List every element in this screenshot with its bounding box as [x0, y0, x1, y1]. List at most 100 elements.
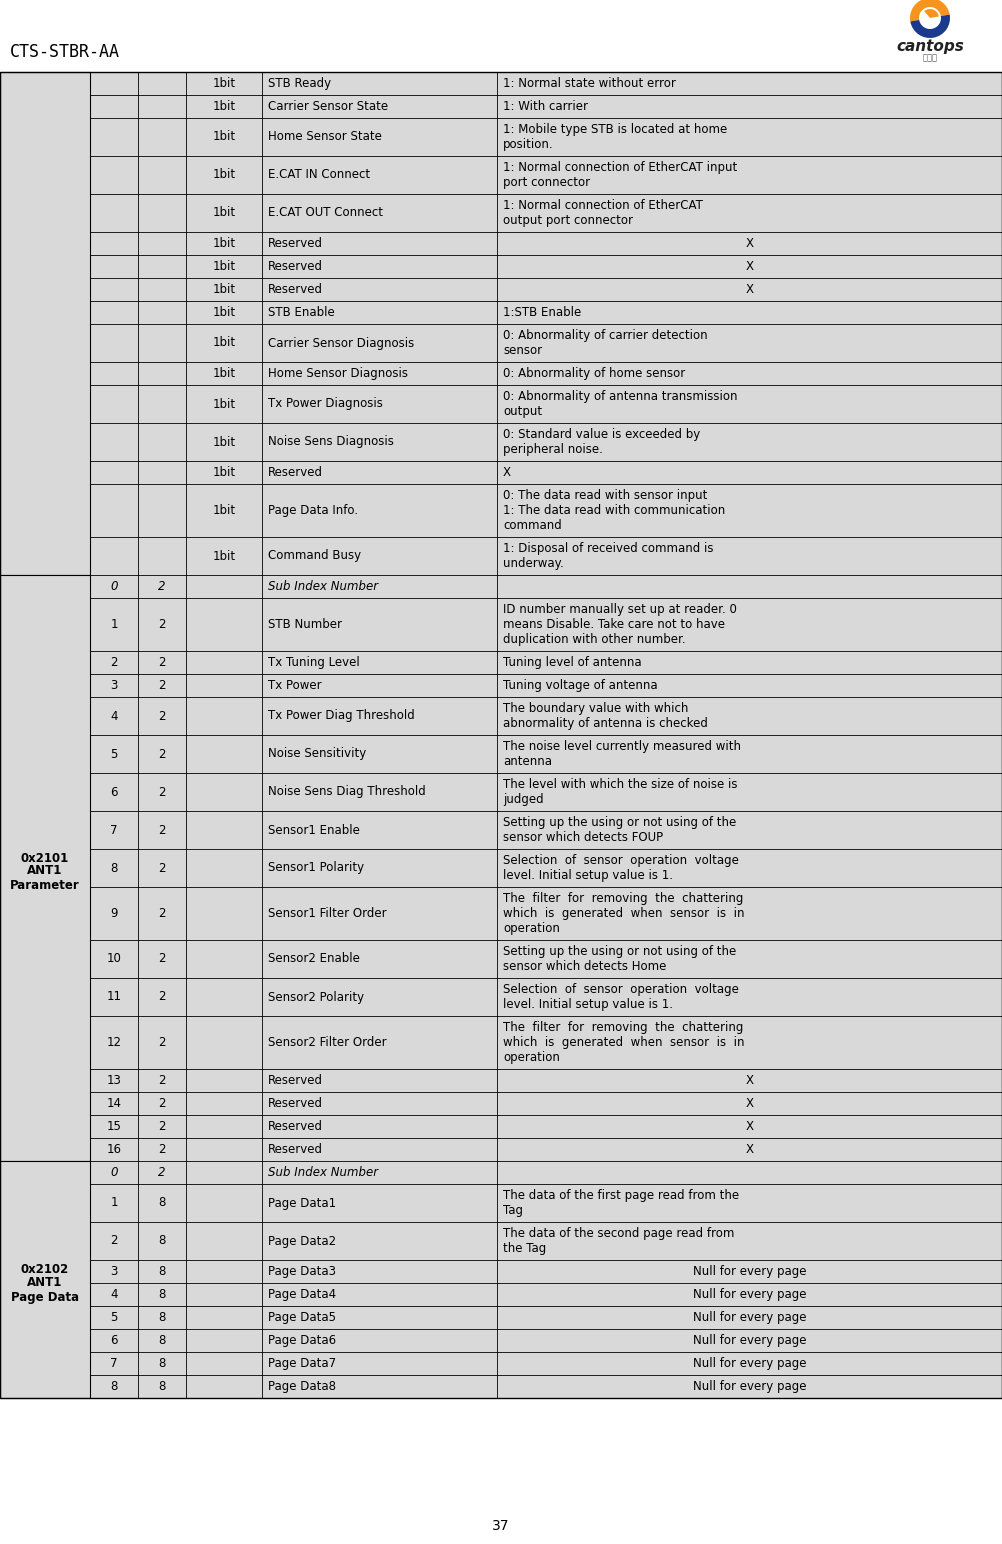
Text: 8: 8 — [158, 1380, 165, 1393]
Text: 8: 8 — [110, 862, 117, 874]
Text: Reserved: Reserved — [268, 1119, 323, 1133]
Text: 2: 2 — [158, 906, 165, 920]
Text: 9: 9 — [110, 906, 118, 920]
Text: ANT1
Parameter: ANT1 Parameter — [10, 865, 80, 892]
Text: Page Data7: Page Data7 — [268, 1357, 336, 1370]
Text: X: X — [745, 1119, 754, 1133]
Text: 1: Disposal of received command is: 1: Disposal of received command is — [503, 542, 713, 554]
Text: 4: 4 — [110, 1288, 118, 1302]
Text: Page Data5: Page Data5 — [268, 1311, 336, 1325]
Text: 2: 2 — [158, 862, 165, 874]
Text: operation: operation — [503, 922, 560, 936]
Text: Setting up the using or not using of the: Setting up the using or not using of the — [503, 945, 736, 957]
Text: Page Data Info.: Page Data Info. — [268, 503, 358, 517]
Text: 8: 8 — [158, 1311, 165, 1325]
Text: Null for every page: Null for every page — [692, 1311, 807, 1325]
Text: 1: 1 — [110, 618, 118, 631]
Text: output port connector: output port connector — [503, 215, 633, 227]
Text: Tuning level of antenna: Tuning level of antenna — [503, 656, 641, 669]
Text: Sub Index Number: Sub Index Number — [268, 581, 378, 593]
Text: Page Data1: Page Data1 — [268, 1197, 336, 1209]
Text: 1: The data read with communication: 1: The data read with communication — [503, 503, 725, 517]
Text: Setting up the using or not using of the: Setting up the using or not using of the — [503, 815, 736, 829]
Text: 1bit: 1bit — [212, 131, 235, 144]
Text: Tuning voltage of antenna: Tuning voltage of antenna — [503, 679, 657, 692]
Text: 8: 8 — [158, 1265, 165, 1278]
Text: Reserved: Reserved — [268, 236, 323, 250]
Text: 1bit: 1bit — [212, 337, 235, 349]
Text: the Tag: the Tag — [503, 1241, 546, 1255]
Text: Sensor1 Filter Order: Sensor1 Filter Order — [268, 906, 387, 920]
Text: antenna: antenna — [503, 755, 552, 767]
Text: Sensor1 Enable: Sensor1 Enable — [268, 823, 360, 837]
Text: 0: The data read with sensor input: 0: The data read with sensor input — [503, 489, 707, 502]
Text: 7: 7 — [110, 823, 118, 837]
Text: 1bit: 1bit — [212, 397, 235, 411]
Text: 7: 7 — [110, 1357, 118, 1370]
Text: 1: Mobile type STB is located at home: 1: Mobile type STB is located at home — [503, 124, 727, 136]
Text: 2: 2 — [110, 656, 118, 669]
Text: The data of the first page read from the: The data of the first page read from the — [503, 1189, 739, 1201]
Text: Carrier Sensor Diagnosis: Carrier Sensor Diagnosis — [268, 337, 414, 349]
Text: means Disable. Take care not to have: means Disable. Take care not to have — [503, 618, 725, 631]
Text: X: X — [745, 1096, 754, 1110]
Text: position.: position. — [503, 137, 554, 151]
Text: command: command — [503, 519, 562, 533]
Text: 2: 2 — [158, 823, 165, 837]
Text: Null for every page: Null for every page — [692, 1334, 807, 1346]
Text: 37: 37 — [492, 1519, 510, 1533]
Text: 4: 4 — [110, 710, 118, 723]
Text: 2: 2 — [158, 1075, 165, 1087]
Text: Home Sensor State: Home Sensor State — [268, 131, 382, 144]
Text: Reserved: Reserved — [268, 466, 323, 479]
Text: Selection  of  sensor  operation  voltage: Selection of sensor operation voltage — [503, 984, 738, 996]
Text: Sensor2 Enable: Sensor2 Enable — [268, 953, 360, 965]
Text: X: X — [745, 1143, 754, 1156]
Text: which  is  generated  when  sensor  is  in: which is generated when sensor is in — [503, 906, 744, 920]
Bar — [0, 73, 1002, 1397]
Text: 캔탑스: 캔탑스 — [923, 54, 938, 62]
Text: 2: 2 — [158, 786, 165, 798]
Text: Noise Sensitivity: Noise Sensitivity — [268, 747, 367, 761]
Text: Sub Index Number: Sub Index Number — [268, 1166, 378, 1180]
Text: Selection  of  sensor  operation  voltage: Selection of sensor operation voltage — [503, 854, 738, 868]
Text: Tx Tuning Level: Tx Tuning Level — [268, 656, 360, 669]
Text: 1bit: 1bit — [212, 306, 235, 320]
Text: 8: 8 — [110, 1380, 117, 1393]
Text: 16: 16 — [106, 1143, 121, 1156]
Text: 0x2101: 0x2101 — [21, 851, 69, 865]
Text: The  filter  for  removing  the  chattering: The filter for removing the chattering — [503, 892, 743, 905]
Text: E.CAT IN Connect: E.CAT IN Connect — [268, 168, 370, 182]
Text: 2: 2 — [158, 1096, 165, 1110]
Bar — [0, 73, 90, 574]
Text: output: output — [503, 405, 542, 418]
Text: 0: Abnormality of antenna transmission: 0: Abnormality of antenna transmission — [503, 391, 737, 403]
Text: 10: 10 — [106, 953, 121, 965]
Text: 1bit: 1bit — [212, 503, 235, 517]
Text: 2: 2 — [158, 1119, 165, 1133]
Text: 6: 6 — [110, 1334, 118, 1346]
Text: Page Data6: Page Data6 — [268, 1334, 336, 1346]
Text: 0x2102: 0x2102 — [21, 1263, 69, 1275]
Text: 1bit: 1bit — [212, 283, 235, 296]
Text: Sensor2 Polarity: Sensor2 Polarity — [268, 991, 364, 1004]
Text: STB Ready: STB Ready — [268, 77, 331, 90]
Text: Reserved: Reserved — [268, 259, 323, 273]
Text: Tag: Tag — [503, 1204, 523, 1217]
Text: sensor: sensor — [503, 344, 542, 357]
Text: X: X — [745, 259, 754, 273]
Bar — [0, 73, 1002, 1397]
Text: 1bit: 1bit — [212, 207, 235, 219]
Text: 6: 6 — [110, 786, 118, 798]
Text: 1: 1 — [110, 1197, 118, 1209]
Text: 1: Normal state without error: 1: Normal state without error — [503, 77, 676, 90]
Text: Tx Power Diag Threshold: Tx Power Diag Threshold — [268, 710, 415, 723]
Text: port connector: port connector — [503, 176, 590, 188]
Text: 0: 0 — [110, 1166, 118, 1180]
Text: CTS-STBR-AA: CTS-STBR-AA — [10, 43, 120, 62]
Text: 5: 5 — [110, 747, 117, 761]
Text: Home Sensor Diagnosis: Home Sensor Diagnosis — [268, 367, 408, 380]
Text: Page Data4: Page Data4 — [268, 1288, 336, 1302]
Text: 1bit: 1bit — [212, 367, 235, 380]
Circle shape — [919, 8, 941, 29]
